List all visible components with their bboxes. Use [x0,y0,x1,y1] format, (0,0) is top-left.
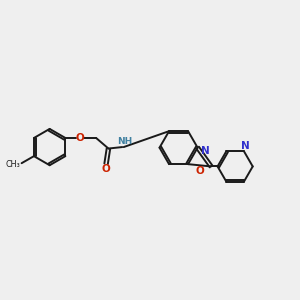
Text: NH: NH [118,137,133,146]
Text: N: N [241,141,250,151]
Text: CH₃: CH₃ [5,160,20,169]
Text: N: N [201,146,209,156]
Text: O: O [102,164,110,174]
Text: O: O [76,133,84,143]
Text: O: O [196,166,205,176]
